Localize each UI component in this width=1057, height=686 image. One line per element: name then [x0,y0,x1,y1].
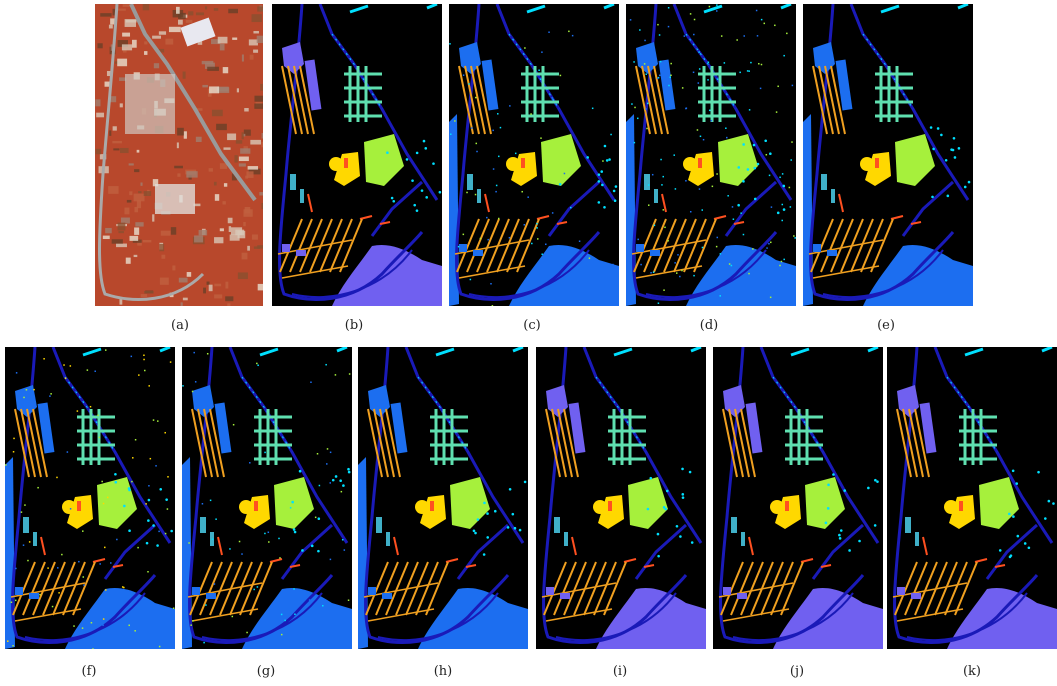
caption-i: (i) [612,664,628,679]
classification-map [536,347,706,649]
caption-f: (f) [81,664,97,679]
caption-a: (a) [171,318,189,333]
classification-map [449,4,619,306]
caption-d: (d) [699,318,719,333]
rgb-image [95,4,263,306]
classification-map [5,347,175,649]
classification-map [803,4,973,306]
caption-g: (g) [256,664,276,679]
caption-h: (h) [433,664,453,679]
caption-e: (e) [877,318,895,333]
classification-map [887,347,1057,649]
caption-b: (b) [344,318,364,333]
classification-map [182,347,352,649]
classification-map [626,4,796,306]
classification-map [358,347,528,649]
caption-c: (c) [523,318,541,333]
ground-truth-map [272,4,442,306]
caption-k: (k) [962,664,982,679]
caption-j: (j) [789,664,805,679]
classification-map [713,347,883,649]
